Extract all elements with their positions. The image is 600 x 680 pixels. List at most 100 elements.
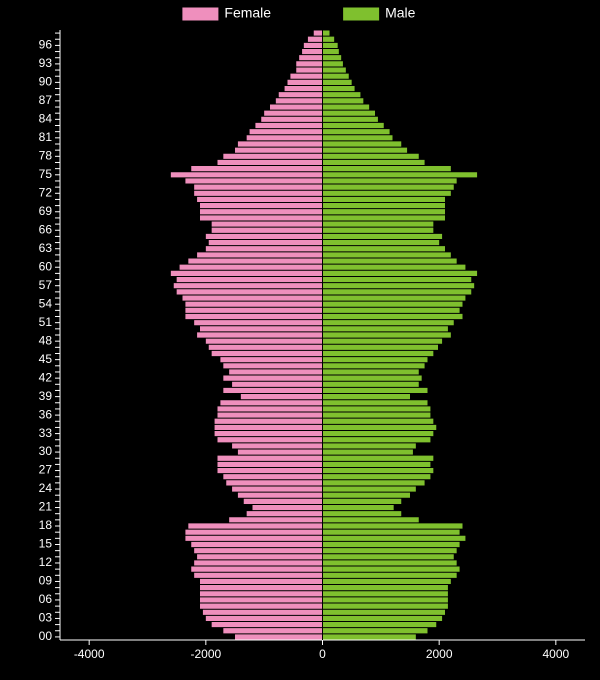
y-tick-label: 39 — [39, 389, 53, 403]
bar-male — [323, 498, 402, 504]
y-tick-label: 81 — [39, 130, 53, 144]
bar-male — [323, 55, 342, 61]
y-tick-label: 90 — [39, 75, 53, 89]
y-tick-label: 36 — [39, 407, 53, 421]
bar-female — [200, 591, 323, 597]
bar-male — [323, 147, 408, 153]
bar-female — [212, 350, 323, 356]
bar-male — [323, 474, 431, 480]
bar-male — [323, 233, 443, 239]
bar-female — [223, 375, 322, 381]
bar-male — [323, 431, 434, 437]
bar-male — [323, 609, 446, 615]
bar-female — [194, 572, 322, 578]
bars-female — [171, 30, 323, 640]
bar-male — [323, 387, 428, 393]
bar-female — [174, 283, 323, 289]
bar-male — [323, 85, 355, 91]
bar-female — [218, 159, 323, 165]
bar-female — [232, 443, 322, 449]
y-tick-label: 84 — [39, 112, 53, 126]
bar-female — [206, 338, 323, 344]
bar-male — [323, 504, 394, 510]
bar-male — [323, 585, 448, 591]
bar-male — [323, 437, 431, 443]
bar-male — [323, 560, 457, 566]
bar-male — [323, 190, 451, 196]
y-tick-label: 51 — [39, 315, 53, 329]
bar-male — [323, 443, 416, 449]
bar-female — [206, 615, 323, 621]
bar-female — [304, 42, 323, 48]
bar-male — [323, 363, 425, 369]
bar-male — [323, 492, 411, 498]
bar-female — [212, 622, 323, 628]
bar-female — [218, 437, 323, 443]
y-tick-label: 12 — [39, 555, 53, 569]
y-tick-label: 54 — [39, 296, 53, 310]
bar-female — [270, 104, 323, 110]
bar-female — [194, 548, 322, 554]
bar-female — [232, 486, 322, 492]
bar-male — [323, 357, 428, 363]
x-tick-label: -4000 — [74, 647, 105, 661]
bar-female — [223, 363, 322, 369]
bar-male — [323, 394, 411, 400]
bar-male — [323, 320, 454, 326]
bar-female — [247, 135, 323, 141]
bar-male — [323, 30, 330, 36]
bar-female — [223, 387, 322, 393]
bar-female — [197, 332, 322, 338]
bar-female — [185, 535, 322, 541]
bar-male — [323, 283, 475, 289]
x-axis: -4000-2000020004000 — [60, 640, 585, 661]
bar-female — [194, 560, 322, 566]
bar-female — [191, 566, 322, 572]
bar-male — [323, 67, 346, 73]
y-tick-label: 33 — [39, 426, 53, 440]
bar-male — [323, 572, 457, 578]
bar-male — [323, 73, 349, 79]
bar-female — [238, 449, 323, 455]
bar-female — [276, 98, 323, 104]
y-tick-label: 00 — [39, 629, 53, 643]
bar-male — [323, 221, 434, 227]
bar-male — [323, 258, 457, 264]
bar-female — [235, 634, 323, 640]
bar-male — [323, 634, 416, 640]
bar-female — [212, 221, 323, 227]
bar-male — [323, 178, 457, 184]
bar-female — [215, 431, 323, 437]
bar-female — [197, 196, 322, 202]
bar-male — [323, 326, 448, 332]
bar-female — [235, 147, 323, 153]
bar-male — [323, 215, 446, 221]
bar-male — [323, 615, 443, 621]
bar-male — [323, 153, 419, 159]
bar-male — [323, 307, 460, 313]
legend-label-male: Male — [385, 5, 416, 21]
bar-female — [200, 203, 323, 209]
bar-male — [323, 406, 431, 412]
y-tick-label: 93 — [39, 56, 53, 70]
y-tick-label: 66 — [39, 222, 53, 236]
bars-male — [323, 30, 478, 640]
bar-female — [218, 406, 323, 412]
bar-male — [323, 48, 339, 54]
bar-male — [323, 166, 451, 172]
bar-female — [223, 474, 322, 480]
bar-female — [206, 246, 323, 252]
bar-female — [226, 480, 322, 486]
bar-female — [250, 129, 323, 135]
bar-female — [209, 344, 323, 350]
bar-female — [288, 79, 323, 85]
bar-female — [188, 258, 322, 264]
bar-female — [180, 264, 323, 270]
y-tick-label: 72 — [39, 185, 53, 199]
bar-male — [323, 313, 463, 319]
y-tick-label: 48 — [39, 333, 53, 347]
bar-male — [323, 511, 402, 517]
bar-female — [209, 239, 323, 245]
bar-male — [323, 110, 376, 116]
bar-male — [323, 184, 454, 190]
